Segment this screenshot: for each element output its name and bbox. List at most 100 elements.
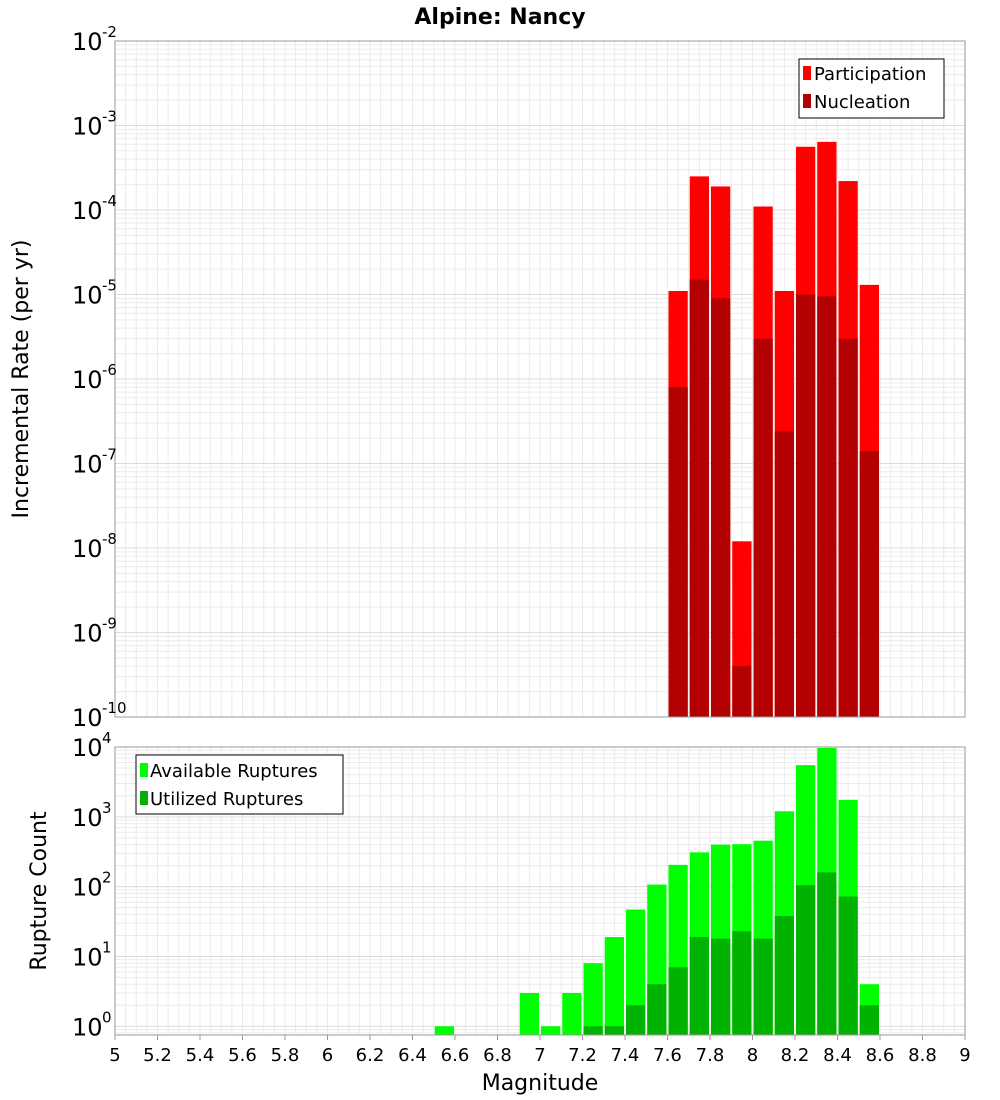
nucleation-bar: [859, 451, 879, 717]
x-tick-label: 7.2: [568, 1045, 597, 1066]
utilized-ruptures-bar: [817, 872, 837, 1035]
y-tick-label-exponent: -8: [102, 530, 117, 548]
x-tick-labels: 5 5.2 5.4 5.6 5.8 6 6.2 6.4 6.6 6.8 7 7.2 7.4 7.6 7.8 8…: [109, 1035, 971, 1066]
y-tick-label-base: 10: [72, 620, 103, 648]
bottom-y-axis-label: Rupture Count: [27, 811, 52, 971]
utilized-ruptures-bar: [711, 938, 731, 1035]
y-tick-label-base: 10: [72, 197, 103, 225]
y-tick-label-base: 10: [72, 113, 103, 141]
utilized-ruptures-bar: [668, 967, 688, 1035]
x-tick-label: 5.8: [271, 1045, 300, 1066]
y-tick-label-exponent: 0: [102, 1008, 112, 1026]
x-tick-label: 8: [747, 1045, 758, 1066]
y-tick-label-base: 10: [72, 535, 103, 563]
top-legend-box: [798, 58, 945, 119]
x-tick-label: 6.2: [356, 1045, 385, 1066]
y-tick-label-base: 10: [72, 28, 103, 56]
x-tick-label: 8.2: [781, 1045, 810, 1066]
x-tick-label: 5: [109, 1045, 120, 1066]
available-ruptures-bar: [562, 992, 582, 1035]
nucleation-bar: [838, 338, 858, 717]
utilized-ruptures-bar: [732, 931, 752, 1035]
bottom-legend-box: [135, 754, 344, 815]
available-ruptures-bar: [541, 1026, 561, 1035]
nucleation-bar: [668, 387, 688, 717]
utilized-ruptures-bar: [604, 1026, 624, 1035]
x-tick-label: 6.6: [441, 1045, 470, 1066]
x-tick-label: 7: [534, 1045, 545, 1066]
y-tick-label-base: 10: [72, 804, 103, 832]
available-legend-swatch: [140, 763, 148, 777]
top-legend: Participation Nucleation: [798, 58, 945, 119]
y-tick-label-base: 10: [72, 282, 103, 310]
utilized-ruptures-bar: [689, 936, 709, 1035]
nucleation-bar: [689, 279, 709, 717]
participation-legend-label: Participation: [814, 64, 926, 85]
available-legend-label: Available Ruptures: [150, 761, 318, 782]
y-tick-label-exponent: -9: [102, 615, 117, 633]
x-tick-label: 8.4: [823, 1045, 852, 1066]
y-tick-label-base: 10: [72, 874, 103, 902]
x-tick-label: 5.6: [228, 1045, 257, 1066]
x-axis-label: Magnitude: [482, 1071, 599, 1096]
y-tick-label-exponent: -7: [102, 446, 117, 464]
y-tick-label-base: 10: [72, 734, 103, 762]
y-tick-label-base: 10: [72, 1013, 103, 1041]
nucleation-bar: [796, 294, 816, 717]
nucleation-bar: [732, 666, 752, 717]
nucleation-bar: [817, 296, 837, 717]
utilized-legend-swatch: [140, 791, 148, 805]
nucleation-bar: [753, 338, 773, 717]
utilized-ruptures-bar: [626, 1005, 646, 1035]
y-tick-label-exponent: 3: [102, 799, 112, 817]
y-tick-label-base: 10: [72, 451, 103, 479]
y-tick-label-exponent: -3: [102, 108, 117, 126]
utilized-ruptures-bar: [647, 984, 667, 1035]
utilized-ruptures-bar: [753, 938, 773, 1035]
x-tick-label: 8.6: [866, 1045, 895, 1066]
x-tick-label: 6.4: [398, 1045, 427, 1066]
y-tick-label-base: 10: [72, 366, 103, 394]
utilized-legend-label: Utilized Ruptures: [150, 789, 303, 810]
x-tick-label: 7.6: [653, 1045, 682, 1066]
nucleation-legend-label: Nucleation: [814, 92, 910, 113]
top-grid: [114, 40, 966, 718]
nucleation-legend-swatch: [803, 94, 811, 108]
y-tick-label-exponent: 4: [102, 729, 112, 747]
participation-legend-swatch: [803, 66, 811, 80]
bottom-bars: [434, 747, 879, 1035]
top-plot-frame: [114, 40, 966, 718]
x-tick-label: 5.4: [186, 1045, 215, 1066]
y-tick-label-exponent: -4: [102, 192, 117, 210]
utilized-ruptures-bar: [774, 915, 794, 1035]
available-ruptures-bar: [519, 992, 539, 1035]
y-tick-label-base: 10: [72, 943, 103, 971]
available-ruptures-bar: [434, 1026, 454, 1035]
x-tick-label: 7.4: [611, 1045, 640, 1066]
x-tick-label: 9: [959, 1045, 970, 1066]
nucleation-bar: [711, 298, 731, 717]
y-tick-label-exponent: 1: [102, 938, 112, 956]
x-tick-label: 6: [322, 1045, 333, 1066]
nucleation-bar: [774, 431, 794, 717]
available-ruptures-bar: [626, 909, 646, 1035]
y-tick-label-exponent: -5: [102, 277, 117, 295]
x-tick-label: 8.8: [908, 1045, 937, 1066]
top-bars: [668, 141, 879, 718]
bottom-legend: Available Ruptures Utilized Ruptures: [135, 754, 344, 815]
y-tick-label-exponent: -2: [102, 23, 117, 41]
x-tick-label: 6.8: [483, 1045, 512, 1066]
chart-title: Alpine: Nancy: [414, 5, 585, 30]
x-tick-label: 5.2: [143, 1045, 172, 1066]
y-tick-label-base: 10: [72, 704, 103, 732]
utilized-ruptures-bar: [583, 1026, 603, 1035]
y-tick-label-exponent: -6: [102, 361, 117, 379]
utilized-ruptures-bar: [796, 885, 816, 1035]
available-ruptures-bar: [583, 963, 603, 1035]
y-tick-label-exponent: -10: [102, 699, 127, 717]
utilized-ruptures-bar: [859, 1005, 879, 1035]
